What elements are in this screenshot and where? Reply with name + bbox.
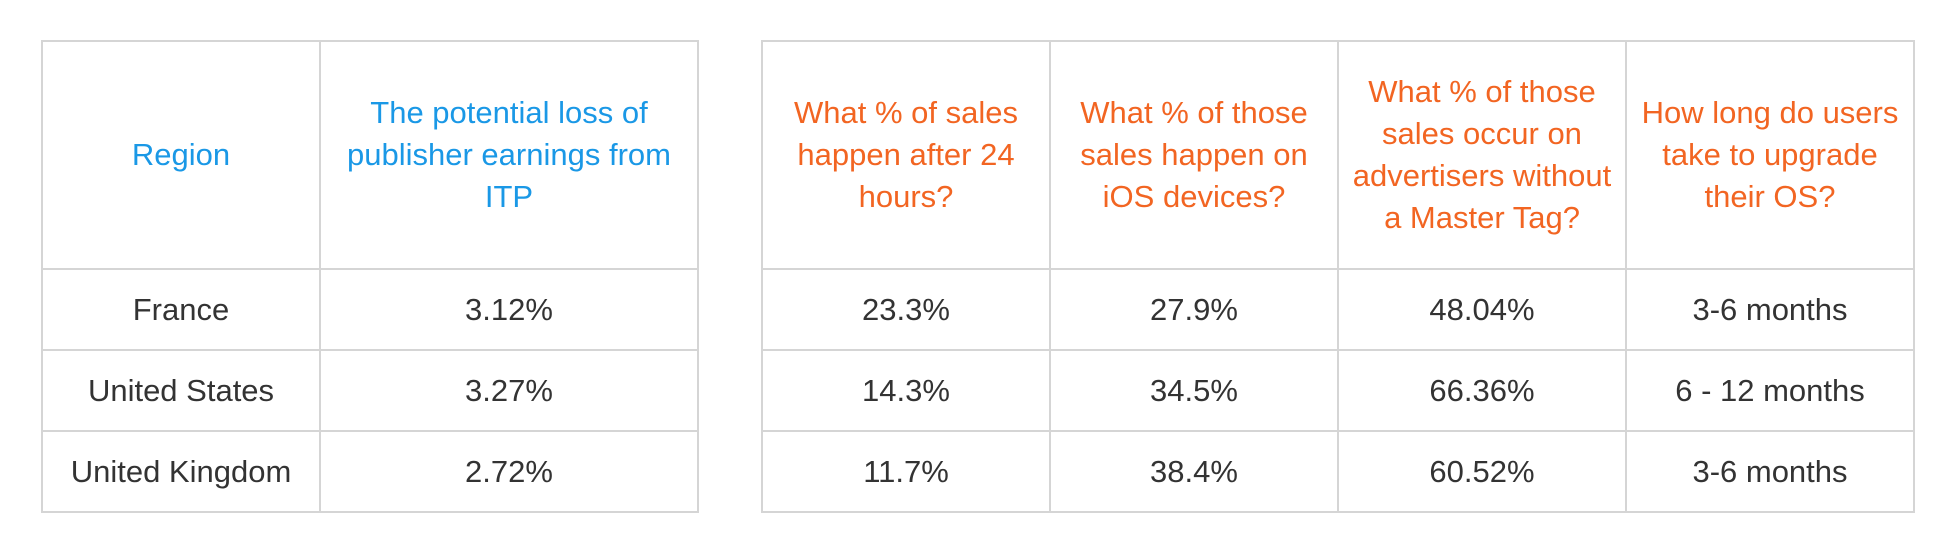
table-row: United Kingdom 2.72%: [41, 430, 699, 513]
ios-sales-cell: 27.9%: [1049, 268, 1339, 351]
table-header-row: Region The potential loss of publisher e…: [41, 40, 699, 270]
column-header-ios-sales: What % of those sales happen on iOS devi…: [1049, 40, 1339, 270]
table-row: 14.3% 34.5% 66.36% 6 - 12 months: [761, 349, 1915, 432]
column-header-no-master-tag: What % of those sales occur on advertise…: [1337, 40, 1627, 270]
potential-loss-cell: 3.12%: [319, 268, 699, 351]
no-master-tag-cell: 48.04%: [1337, 268, 1627, 351]
column-header-sales-after-24h: What % of sales happen after 24 hours?: [761, 40, 1051, 270]
os-upgrade-time-cell: 3-6 months: [1625, 430, 1915, 513]
region-cell: United States: [41, 349, 321, 432]
table-row: France 3.12%: [41, 268, 699, 351]
os-upgrade-time-cell: 6 - 12 months: [1625, 349, 1915, 432]
ios-sales-cell: 38.4%: [1049, 430, 1339, 513]
column-header-region: Region: [41, 40, 321, 270]
table-header-row: What % of sales happen after 24 hours? W…: [761, 40, 1915, 270]
no-master-tag-cell: 60.52%: [1337, 430, 1627, 513]
sales-after-24h-cell: 23.3%: [761, 268, 1051, 351]
region-loss-table: Region The potential loss of publisher e…: [41, 40, 699, 513]
region-cell: United Kingdom: [41, 430, 321, 513]
table-row: 11.7% 38.4% 60.52% 3-6 months: [761, 430, 1915, 513]
potential-loss-cell: 2.72%: [319, 430, 699, 513]
os-upgrade-time-cell: 3-6 months: [1625, 268, 1915, 351]
no-master-tag-cell: 66.36%: [1337, 349, 1627, 432]
ios-sales-cell: 34.5%: [1049, 349, 1339, 432]
column-header-os-upgrade-time: How long do users take to upgrade their …: [1625, 40, 1915, 270]
column-header-potential-loss: The potential loss of publisher earnings…: [319, 40, 699, 270]
table-row: 23.3% 27.9% 48.04% 3-6 months: [761, 268, 1915, 351]
table-row: United States 3.27%: [41, 349, 699, 432]
region-cell: France: [41, 268, 321, 351]
potential-loss-cell: 3.27%: [319, 349, 699, 432]
sales-after-24h-cell: 14.3%: [761, 349, 1051, 432]
sales-metrics-table: What % of sales happen after 24 hours? W…: [761, 40, 1915, 513]
sales-after-24h-cell: 11.7%: [761, 430, 1051, 513]
